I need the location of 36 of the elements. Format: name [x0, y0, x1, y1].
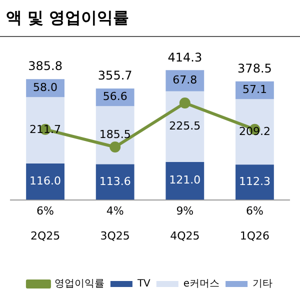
- data-label: 67.8: [172, 74, 198, 87]
- x-tick-label: 2Q25: [30, 229, 60, 242]
- legend-label: 기타: [252, 278, 273, 290]
- bar: [26, 97, 64, 164]
- legend-label: TV: [136, 278, 151, 290]
- data-label: 116.0: [30, 174, 62, 188]
- bar: [26, 164, 64, 200]
- legend-label: e커머스: [183, 278, 220, 290]
- data-label: 6%: [246, 204, 264, 218]
- legend-label: 영업이익률: [54, 278, 104, 290]
- data-label: 113.6: [99, 174, 131, 188]
- chart-title: 액 및 영업이익률: [0, 0, 300, 37]
- data-label: 58.0: [33, 81, 58, 94]
- data-label: 56.6: [102, 90, 128, 104]
- bar: [96, 164, 134, 200]
- total-label: 385.8: [28, 59, 62, 74]
- bar: [166, 70, 204, 92]
- total-label: 414.3: [168, 50, 202, 64]
- data-label: 185.5: [99, 128, 131, 142]
- data-label: 112.3: [238, 175, 270, 188]
- total-label: 378.5: [238, 61, 272, 76]
- data-label: 57.1: [242, 83, 267, 96]
- bar: [166, 162, 204, 200]
- data-label: 9%: [176, 204, 194, 218]
- bar: [96, 106, 134, 164]
- bar: [166, 91, 204, 162]
- data-label: 4%: [106, 204, 124, 218]
- total-label: 355.7: [98, 68, 132, 83]
- data-label: 6%: [36, 204, 54, 218]
- data-label: 225.5: [169, 120, 201, 133]
- data-label: 121.0: [169, 174, 201, 187]
- x-tick-label: 3Q25: [100, 229, 130, 242]
- bar: [236, 164, 274, 200]
- bar: [236, 99, 274, 165]
- x-tick-label: 1Q26: [240, 229, 270, 242]
- x-tick-label: 4Q25: [170, 229, 200, 242]
